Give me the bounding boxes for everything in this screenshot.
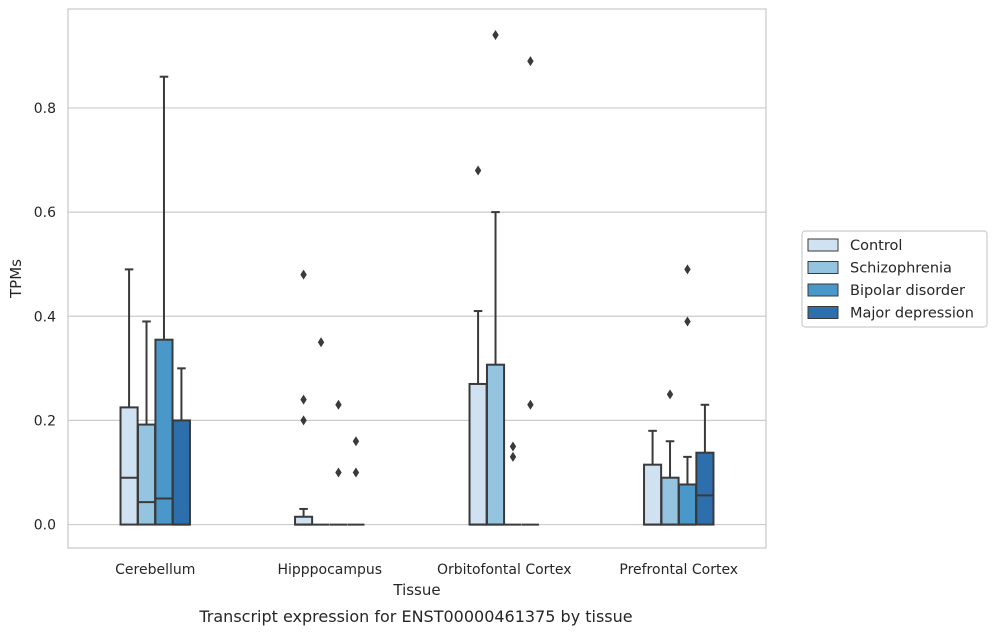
x-tick-label: Prefrontal Cortex — [619, 562, 738, 578]
legend-swatch — [807, 238, 839, 252]
box-2-1 — [485, 30, 506, 526]
box-3-0 — [643, 429, 663, 526]
box — [468, 382, 488, 526]
box — [660, 476, 680, 526]
plot-frame — [67, 8, 767, 549]
box-3-1 — [660, 389, 680, 526]
box-0-2 — [154, 75, 174, 526]
legend-label: Control — [850, 238, 902, 254]
outlier-point — [300, 394, 307, 405]
outlier-point — [335, 399, 342, 410]
y-tick-label: 0.8 — [34, 101, 56, 117]
outlier-point — [335, 467, 342, 478]
outlier-point — [474, 165, 482, 176]
box-0-3 — [171, 367, 191, 526]
box-1-0 — [294, 269, 314, 526]
outlier-point — [527, 56, 534, 67]
box-2-0 — [468, 165, 488, 526]
y-tick-label: 0.0 — [34, 518, 56, 534]
box-1-1 — [312, 337, 330, 526]
box — [136, 423, 157, 526]
outlier-point — [352, 436, 360, 447]
outlier-point — [300, 269, 307, 280]
x-tick-label: Hipppocampus — [277, 562, 382, 578]
y-axis: 0.0 0.2 0.4 0.6 0.8 — [34, 101, 56, 534]
legend-swatch — [807, 306, 839, 319]
outlier-point — [352, 467, 360, 478]
x-tick-label: Orbitofontal Cortex — [437, 562, 572, 578]
outlier-point — [300, 415, 307, 426]
x-tick-label: Cerebellum — [115, 562, 195, 578]
legend-swatch — [807, 283, 839, 297]
legend-label: Schizophrenia — [850, 261, 952, 277]
legend-label: Bipolar disorder — [850, 283, 965, 299]
outlier-point — [666, 389, 674, 400]
x-axis: Cerebellum Hipppocampus Orbitofontal Corte… — [115, 562, 738, 578]
box — [643, 463, 663, 526]
box-0-0 — [119, 268, 139, 526]
box-1-2 — [329, 399, 348, 526]
outlier-point — [684, 264, 691, 275]
y-axis-label: TPMs — [7, 259, 25, 299]
outlier-point — [509, 441, 517, 452]
outlier-point — [527, 399, 534, 410]
box-3-2 — [677, 264, 698, 526]
legend-swatch — [807, 261, 839, 274]
chart-caption: Transcript expression for ENST0000046137… — [198, 607, 632, 626]
box — [695, 451, 715, 526]
box-1-3 — [347, 436, 365, 526]
box — [677, 483, 698, 526]
plot-area — [119, 30, 715, 526]
outlier-point — [317, 337, 325, 348]
legend-frame — [801, 230, 988, 328]
box-0-1 — [136, 320, 157, 526]
legend-label: Major depression — [850, 306, 974, 322]
box — [154, 338, 174, 526]
box-3-3 — [695, 403, 715, 526]
outlier-point — [492, 30, 499, 41]
box-2-3 — [521, 56, 539, 526]
legend: Control Schizophrenia Bipolar disorder Majo… — [801, 230, 988, 328]
box — [294, 515, 314, 526]
box — [485, 363, 506, 526]
box — [119, 406, 139, 526]
y-tick-label: 0.6 — [34, 205, 56, 221]
y-tick-label: 0.2 — [34, 413, 56, 429]
outlier-point — [684, 316, 691, 327]
box-2-2 — [504, 441, 522, 526]
box — [171, 419, 191, 526]
outlier-point — [509, 451, 517, 462]
x-axis-label: Tissue — [392, 581, 440, 599]
y-tick-label: 0.4 — [34, 309, 56, 325]
